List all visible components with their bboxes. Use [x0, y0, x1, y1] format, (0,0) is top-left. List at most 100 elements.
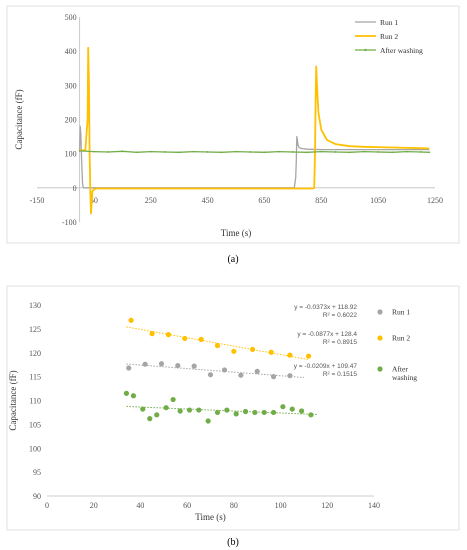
y-tick-label: 400 — [65, 47, 77, 56]
series-marker — [164, 151, 166, 153]
scatter-point — [238, 372, 244, 378]
series-marker — [135, 151, 138, 154]
scatter-point — [224, 407, 230, 413]
scatter-point — [270, 409, 277, 416]
legend-label-2: Run 2 — [392, 334, 410, 343]
scatter-point — [186, 407, 193, 413]
series-marker — [348, 151, 351, 154]
series-marker — [263, 151, 266, 154]
scatter-point — [252, 409, 258, 416]
scatter-point — [214, 409, 221, 416]
scatter-point — [207, 372, 214, 378]
series-marker — [220, 151, 223, 154]
x-tick-label: 1250 — [427, 196, 443, 205]
series-marker — [419, 151, 422, 153]
scatter-point — [289, 406, 295, 412]
trend-equation-2: y = -0.0877x + 128.4 — [297, 331, 357, 338]
scatter-point — [242, 408, 249, 415]
scatter-point — [287, 373, 293, 379]
chart-a-frame — [6, 5, 460, 244]
caption-a: (a) — [227, 254, 238, 265]
y-tick-label: 100 — [29, 444, 41, 453]
x-tick-label: 20 — [90, 501, 98, 510]
legend-label-3: After — [392, 365, 408, 374]
scatter-point — [298, 408, 305, 414]
series-marker — [277, 150, 280, 153]
series-marker — [249, 151, 252, 153]
series-marker — [391, 151, 394, 154]
scatter-point — [233, 411, 239, 417]
series-marker — [377, 151, 380, 153]
x-tick-label: 450 — [202, 196, 214, 205]
x-tick-label: 80 — [230, 501, 238, 510]
series-marker — [92, 150, 95, 153]
series-marker — [107, 151, 109, 153]
x-tick-label: 250 — [145, 196, 157, 205]
scatter-point — [149, 331, 155, 337]
y-tick-label: 115 — [29, 373, 41, 382]
scatter-point — [308, 412, 314, 418]
scatter-point — [170, 396, 176, 403]
y-tick-label: 110 — [29, 397, 41, 406]
scatter-point — [249, 346, 256, 353]
series-marker — [320, 150, 323, 153]
scatter-point — [182, 335, 188, 342]
scatter-point — [306, 353, 312, 359]
x-tick-label: -150 — [30, 196, 45, 205]
scatter-point — [130, 393, 137, 399]
x-tick-label: 850 — [315, 196, 327, 205]
scatter-point — [280, 404, 286, 410]
scatter-point — [196, 407, 202, 413]
y-tick-label: 500 — [65, 13, 77, 22]
legend-marker — [364, 48, 367, 52]
series-line-2 — [79, 46, 430, 215]
y-tick-label: 300 — [65, 81, 77, 90]
series-line-3 — [79, 150, 430, 153]
x-axis-label: Time (s) — [195, 512, 225, 522]
series-marker — [178, 151, 181, 154]
scatter-point — [270, 374, 277, 380]
x-tick-label: 40 — [136, 501, 144, 510]
chart-b-frame — [6, 285, 460, 531]
scatter-point — [221, 367, 228, 373]
y-tick-label: 105 — [29, 420, 41, 429]
x-tick-label: 100 — [275, 501, 287, 510]
x-tick-label: 650 — [258, 196, 270, 205]
x-tick-label: 0 — [45, 501, 49, 510]
scatter-point — [154, 412, 160, 418]
series-marker — [235, 150, 237, 153]
trendline-3 — [126, 405, 318, 416]
scatter-point — [261, 409, 267, 416]
chart-a: -100 0 100 200 300 400 500 -150 50 250 450 650 850 10… — [6, 5, 460, 265]
y-tick-label: 95 — [33, 468, 41, 477]
x-tick-label: 140 — [368, 501, 380, 510]
scatter-point — [140, 406, 146, 412]
legend-label-3: After washing — [380, 46, 423, 55]
chart-b: 90 95 100 105 110 115 120 125 130 0 20 40 60 80 100 120… — [6, 285, 460, 548]
legend-label-1: Run 1 — [392, 308, 410, 317]
legend-label-1: Run 1 — [380, 18, 398, 27]
y-tick-label: 90 — [33, 492, 41, 501]
y-tick-label: 100 — [65, 150, 77, 159]
x-tick-label: 50 — [90, 196, 98, 205]
scatter-point — [268, 349, 274, 355]
trendline-2 — [126, 326, 309, 361]
series-marker — [428, 151, 431, 154]
scatter-point — [158, 361, 165, 367]
trend-equation-1: y = -0.0373x + 118.92 — [294, 304, 357, 311]
scatter-point — [205, 418, 211, 424]
legend-label-2: Run 2 — [380, 32, 398, 41]
x-axis-label: Time (s) — [221, 228, 251, 238]
y-tick-label: 130 — [29, 301, 41, 310]
legend-marker-1 — [377, 309, 383, 315]
trend-r2-1: R² = 0.6022 — [323, 312, 358, 319]
y-tick-label: -100 — [62, 218, 77, 227]
series-marker — [149, 150, 152, 153]
scatter-point — [177, 408, 183, 414]
trend-r2-3: R² = 0.1515 — [323, 371, 358, 378]
series-marker — [192, 150, 195, 153]
legend-marker-3 — [377, 366, 383, 372]
y-tick-label: 200 — [65, 116, 77, 125]
scatter-point — [147, 416, 153, 422]
series-marker — [206, 151, 209, 153]
